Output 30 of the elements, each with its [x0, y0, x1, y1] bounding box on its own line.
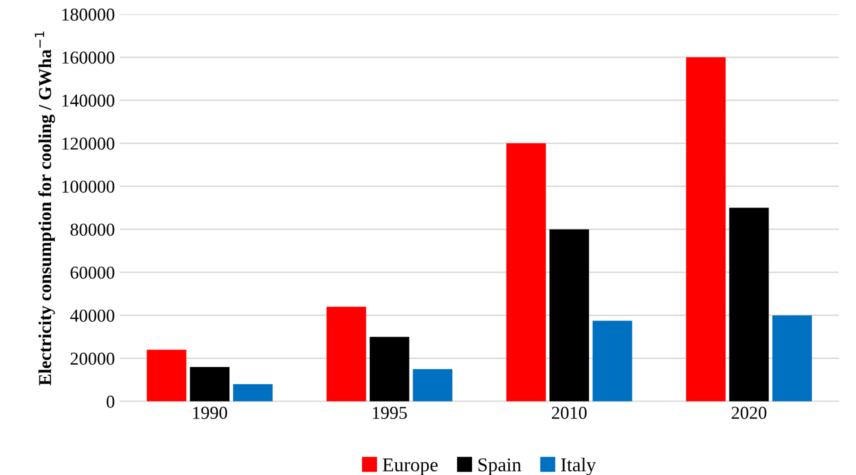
bar — [549, 229, 590, 402]
y-axis-title: Electricity consumption for cooling / GWha$^{−1}$ — [34, 32, 55, 386]
y-tick-label: 140000 — [62, 94, 114, 107]
legend-label: Spain — [478, 458, 522, 475]
y-tick-label: 120000 — [62, 138, 114, 150]
y-tick-label: 100000 — [62, 180, 114, 193]
y-tick-label: 0 — [106, 396, 114, 408]
bar — [686, 57, 726, 402]
bar — [233, 384, 273, 402]
x-tick-label: 1990 — [193, 406, 228, 419]
y-tick-label: 60000 — [70, 266, 114, 279]
y-tick-label: 40000 — [70, 310, 114, 322]
x-tick-label: 2020 — [732, 406, 766, 419]
bar — [326, 306, 366, 402]
bar — [506, 143, 546, 402]
x-tick-label: 2010 — [552, 406, 587, 419]
bar — [592, 320, 632, 402]
y-tick-label: 180000 — [62, 8, 114, 21]
bar — [772, 315, 812, 402]
bar — [190, 366, 230, 402]
x-tick-label: 1995 — [373, 406, 407, 419]
bar — [146, 350, 186, 402]
bar — [412, 369, 452, 402]
legend-label: Europe — [382, 458, 438, 475]
legend-label: Italy — [561, 458, 596, 475]
bar — [729, 208, 769, 402]
y-tick-label: 80000 — [70, 224, 114, 236]
y-tick-label: 160000 — [62, 52, 114, 64]
bar — [370, 336, 410, 402]
y-tick-label: 20000 — [70, 352, 114, 365]
